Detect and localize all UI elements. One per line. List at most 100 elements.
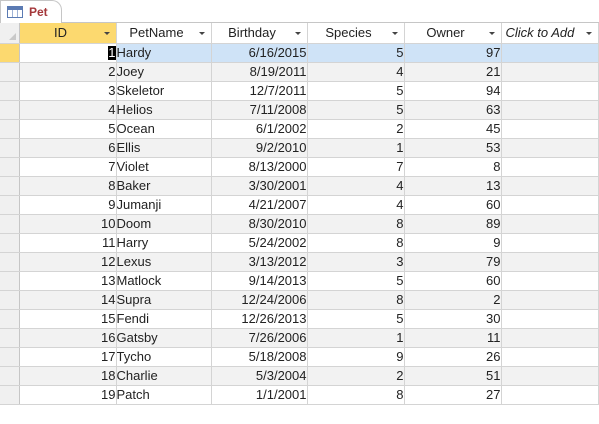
chevron-down-icon[interactable]	[293, 29, 303, 38]
table-row[interactable]: 2 Joey 8/19/2011 4 21	[0, 62, 599, 82]
record-selector[interactable]	[0, 176, 20, 196]
table-row[interactable]: 8 Baker 3/30/2001 4 13	[0, 176, 599, 196]
cell-owner[interactable]: 60	[404, 271, 502, 291]
table-row[interactable]: 7 Violet 8/13/2000 7 8	[0, 157, 599, 177]
cell-id[interactable]: 3	[19, 81, 117, 101]
cell-owner[interactable]: 45	[404, 119, 502, 139]
cell-petname[interactable]: Skeletor	[116, 81, 212, 101]
cell-click-to-add[interactable]	[501, 366, 599, 386]
cell-click-to-add[interactable]	[501, 62, 599, 82]
cell-petname[interactable]: Gatsby	[116, 328, 212, 348]
cell-id[interactable]: 19	[19, 385, 117, 405]
cell-id[interactable]: 7	[19, 157, 117, 177]
cell-owner[interactable]: 51	[404, 366, 502, 386]
cell-click-to-add[interactable]	[501, 347, 599, 367]
cell-owner[interactable]: 97	[404, 43, 502, 63]
table-row[interactable]: 17 Tycho 5/18/2008 9 26	[0, 347, 599, 367]
record-selector[interactable]	[0, 347, 20, 367]
column-header-id[interactable]: ID	[19, 23, 117, 44]
cell-petname[interactable]: Ocean	[116, 119, 212, 139]
cell-petname[interactable]: Hardy	[116, 43, 212, 63]
table-row[interactable]: 12 Lexus 3/13/2012 3 79	[0, 252, 599, 272]
cell-species[interactable]: 3	[307, 252, 405, 272]
record-selector[interactable]	[0, 290, 20, 310]
cell-id[interactable]: 14	[19, 290, 117, 310]
cell-species[interactable]: 1	[307, 328, 405, 348]
column-header-species[interactable]: Species	[307, 23, 405, 44]
cell-owner[interactable]: 26	[404, 347, 502, 367]
cell-birthday[interactable]: 6/16/2015	[211, 43, 308, 63]
cell-birthday[interactable]: 9/14/2013	[211, 271, 308, 291]
cell-birthday[interactable]: 12/26/2013	[211, 309, 308, 329]
cell-id[interactable]: 17	[19, 347, 117, 367]
cell-birthday[interactable]: 7/11/2008	[211, 100, 308, 120]
cell-owner[interactable]: 27	[404, 385, 502, 405]
cell-birthday[interactable]: 5/18/2008	[211, 347, 308, 367]
record-selector[interactable]	[0, 214, 20, 234]
table-row[interactable]: 11 Harry 5/24/2002 8 9	[0, 233, 599, 253]
cell-birthday[interactable]: 12/7/2011	[211, 81, 308, 101]
cell-click-to-add[interactable]	[501, 290, 599, 310]
cell-species[interactable]: 5	[307, 271, 405, 291]
table-row[interactable]: 18 Charlie 5/3/2004 2 51	[0, 366, 599, 386]
cell-click-to-add[interactable]	[501, 100, 599, 120]
cell-petname[interactable]: Matlock	[116, 271, 212, 291]
cell-petname[interactable]: Harry	[116, 233, 212, 253]
cell-birthday[interactable]: 5/3/2004	[211, 366, 308, 386]
cell-birthday[interactable]: 8/30/2010	[211, 214, 308, 234]
table-row[interactable]: 4 Helios 7/11/2008 5 63	[0, 100, 599, 120]
column-header-owner[interactable]: Owner	[404, 23, 502, 44]
cell-petname[interactable]: Doom	[116, 214, 212, 234]
record-selector[interactable]	[0, 366, 20, 386]
table-row[interactable]: 5 Ocean 6/1/2002 2 45	[0, 119, 599, 139]
cell-birthday[interactable]: 5/24/2002	[211, 233, 308, 253]
cell-species[interactable]: 8	[307, 233, 405, 253]
record-selector[interactable]	[0, 43, 20, 63]
record-selector[interactable]	[0, 81, 20, 101]
cell-species[interactable]: 5	[307, 81, 405, 101]
cell-id[interactable]: 18	[19, 366, 117, 386]
record-selector[interactable]	[0, 328, 20, 348]
cell-birthday[interactable]: 9/2/2010	[211, 138, 308, 158]
column-header-click-to-add[interactable]: Click to Add	[501, 23, 599, 44]
cell-id[interactable]: 5	[19, 119, 117, 139]
cell-owner[interactable]: 79	[404, 252, 502, 272]
cell-id[interactable]: 4	[19, 100, 117, 120]
cell-id[interactable]: 6	[19, 138, 117, 158]
cell-species[interactable]: 1	[307, 138, 405, 158]
cell-birthday[interactable]: 8/19/2011	[211, 62, 308, 82]
cell-species[interactable]: 4	[307, 176, 405, 196]
cell-owner[interactable]: 63	[404, 100, 502, 120]
cell-petname[interactable]: Ellis	[116, 138, 212, 158]
cell-species[interactable]: 2	[307, 119, 405, 139]
cell-click-to-add[interactable]	[501, 138, 599, 158]
record-selector[interactable]	[0, 195, 20, 215]
cell-id[interactable]: 16	[19, 328, 117, 348]
chevron-down-icon[interactable]	[197, 29, 207, 38]
cell-owner[interactable]: 2	[404, 290, 502, 310]
cell-birthday[interactable]: 3/13/2012	[211, 252, 308, 272]
chevron-down-icon[interactable]	[584, 29, 594, 38]
cell-petname[interactable]: Patch	[116, 385, 212, 405]
cell-click-to-add[interactable]	[501, 252, 599, 272]
cell-birthday[interactable]: 8/13/2000	[211, 157, 308, 177]
cell-click-to-add[interactable]	[501, 43, 599, 63]
cell-click-to-add[interactable]	[501, 81, 599, 101]
cell-petname[interactable]: Fendi	[116, 309, 212, 329]
cell-click-to-add[interactable]	[501, 119, 599, 139]
cell-owner[interactable]: 21	[404, 62, 502, 82]
cell-owner[interactable]: 53	[404, 138, 502, 158]
cell-click-to-add[interactable]	[501, 328, 599, 348]
cell-birthday[interactable]: 12/24/2006	[211, 290, 308, 310]
cell-species[interactable]: 4	[307, 62, 405, 82]
chevron-down-icon[interactable]	[390, 29, 400, 38]
cell-owner[interactable]: 11	[404, 328, 502, 348]
table-row[interactable]: 16 Gatsby 7/26/2006 1 11	[0, 328, 599, 348]
cell-id[interactable]: 12	[19, 252, 117, 272]
column-header-petname[interactable]: PetName	[116, 23, 212, 44]
cell-species[interactable]: 2	[307, 366, 405, 386]
table-row[interactable]: 9 Jumanji 4/21/2007 4 60	[0, 195, 599, 215]
cell-species[interactable]: 8	[307, 290, 405, 310]
cell-click-to-add[interactable]	[501, 157, 599, 177]
cell-owner[interactable]: 60	[404, 195, 502, 215]
